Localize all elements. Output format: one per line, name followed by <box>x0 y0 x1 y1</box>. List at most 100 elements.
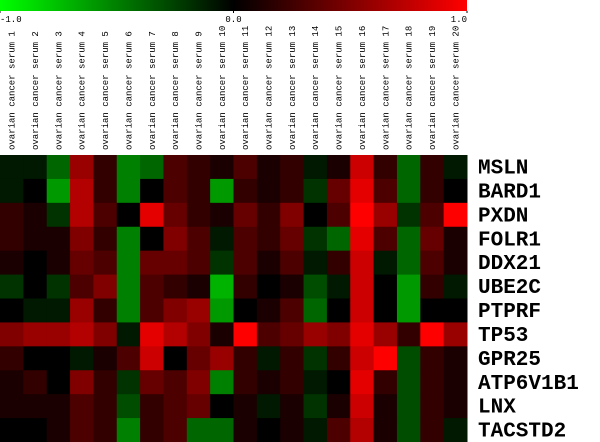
heatmap-cell <box>233 394 258 419</box>
heatmap-cell <box>140 370 164 395</box>
column-label: ovarian cancer serum 5 <box>101 31 111 150</box>
heatmap-cell <box>116 226 141 252</box>
heatmap-cell <box>163 322 188 347</box>
heatmap-cell <box>163 274 188 299</box>
heatmap-cell <box>373 155 398 180</box>
heatmap-cell <box>303 155 328 180</box>
heatmap-cell <box>233 250 258 276</box>
heatmap-cell <box>93 250 118 276</box>
heatmap-cell <box>163 346 188 371</box>
heatmap-cell <box>23 322 48 347</box>
heatmap-cell <box>256 226 281 252</box>
heatmap-cell <box>116 322 141 347</box>
heatmap-cell <box>70 346 94 371</box>
heatmap-cell <box>350 322 375 347</box>
heatmap-cell <box>140 394 164 419</box>
heatmap-cell <box>186 418 211 442</box>
heatmap-cell <box>443 155 468 180</box>
heatmap-cell <box>420 178 445 204</box>
heatmap-cell <box>0 274 24 299</box>
heatmap-cell <box>210 394 234 419</box>
heatmap-cell <box>186 178 211 204</box>
heatmap-cell <box>326 250 351 276</box>
heatmap-cell <box>210 155 234 180</box>
heatmap-cell <box>186 250 211 276</box>
heatmap-cell <box>280 155 305 180</box>
heatmap-cell <box>0 178 24 204</box>
heatmap-cell <box>303 250 328 276</box>
heatmap-cell <box>256 394 281 419</box>
column-label: ovarian cancer serum 3 <box>54 31 64 150</box>
column-label: ovarian cancer serum 8 <box>171 31 181 150</box>
row-label: BARD1 <box>478 181 541 204</box>
heatmap-cell <box>303 274 328 299</box>
heatmap-cell <box>443 250 468 276</box>
heatmap-cell <box>233 226 258 252</box>
heatmap-cell <box>443 394 468 419</box>
heatmap-cell <box>420 322 445 347</box>
heatmap-cell <box>0 346 24 371</box>
column-label: ovarian cancer serum 11 <box>241 26 251 150</box>
heatmap-cell <box>256 202 281 228</box>
heatmap-cell <box>46 250 71 276</box>
heatmap-cell <box>256 298 281 323</box>
heatmap-cell <box>70 298 94 323</box>
heatmap-cell <box>233 298 258 323</box>
heatmap-cell <box>70 418 94 442</box>
heatmap-cell <box>256 370 281 395</box>
heatmap-cell <box>93 370 118 395</box>
heatmap-cell <box>46 178 71 204</box>
heatmap-cell <box>256 178 281 204</box>
heatmap-cell <box>443 298 468 323</box>
heatmap-cell <box>186 202 211 228</box>
heatmap-cell <box>233 274 258 299</box>
heatmap-cell <box>280 370 305 395</box>
heatmap-cell <box>233 178 258 204</box>
heatmap-cell <box>303 394 328 419</box>
heatmap-cell <box>303 370 328 395</box>
heatmap-cell <box>373 226 398 252</box>
column-label: ovarian cancer serum 4 <box>78 31 88 150</box>
heatmap-cell <box>280 346 305 371</box>
heatmap-cell <box>350 202 375 228</box>
heatmap-cell <box>233 322 258 347</box>
heatmap-cell <box>140 346 164 371</box>
heatmap-cell <box>0 370 24 395</box>
heatmap-cell <box>70 178 94 204</box>
heatmap-cell <box>116 274 141 299</box>
heatmap-cell <box>256 322 281 347</box>
heatmap-cell <box>396 418 421 442</box>
heatmap-cell <box>186 274 211 299</box>
heatmap-cell <box>420 155 445 180</box>
column-label: ovarian cancer serum 1 <box>8 31 18 150</box>
heatmap-cell <box>420 298 445 323</box>
row-label: GPR25 <box>478 349 541 372</box>
heatmap-cell <box>116 250 141 276</box>
heatmap-cell <box>93 178 118 204</box>
heatmap-cell <box>186 226 211 252</box>
heatmap-cell <box>303 346 328 371</box>
heatmap-cell <box>23 274 48 299</box>
heatmap-cell <box>210 298 234 323</box>
column-label: ovarian cancer serum 20 <box>451 26 461 150</box>
heatmap-cell <box>443 322 468 347</box>
heatmap-cell <box>93 155 118 180</box>
heatmap-cell <box>116 178 141 204</box>
row-label: TACSTD2 <box>478 421 566 442</box>
heatmap-cell <box>326 370 351 395</box>
heatmap-cell <box>93 298 118 323</box>
heatmap-cell <box>186 155 211 180</box>
heatmap-cell <box>350 370 375 395</box>
heatmap-cell <box>23 346 48 371</box>
heatmap-cell <box>233 155 258 180</box>
heatmap-cell <box>373 418 398 442</box>
row-label: PXDN <box>478 205 528 228</box>
heatmap-cell <box>443 346 468 371</box>
heatmap-cell <box>280 274 305 299</box>
heatmap-cell <box>0 202 24 228</box>
heatmap-cell <box>140 178 164 204</box>
heatmap-cell <box>373 322 398 347</box>
heatmap-cell <box>373 346 398 371</box>
heatmap-cell <box>373 298 398 323</box>
heatmap-cell <box>420 370 445 395</box>
